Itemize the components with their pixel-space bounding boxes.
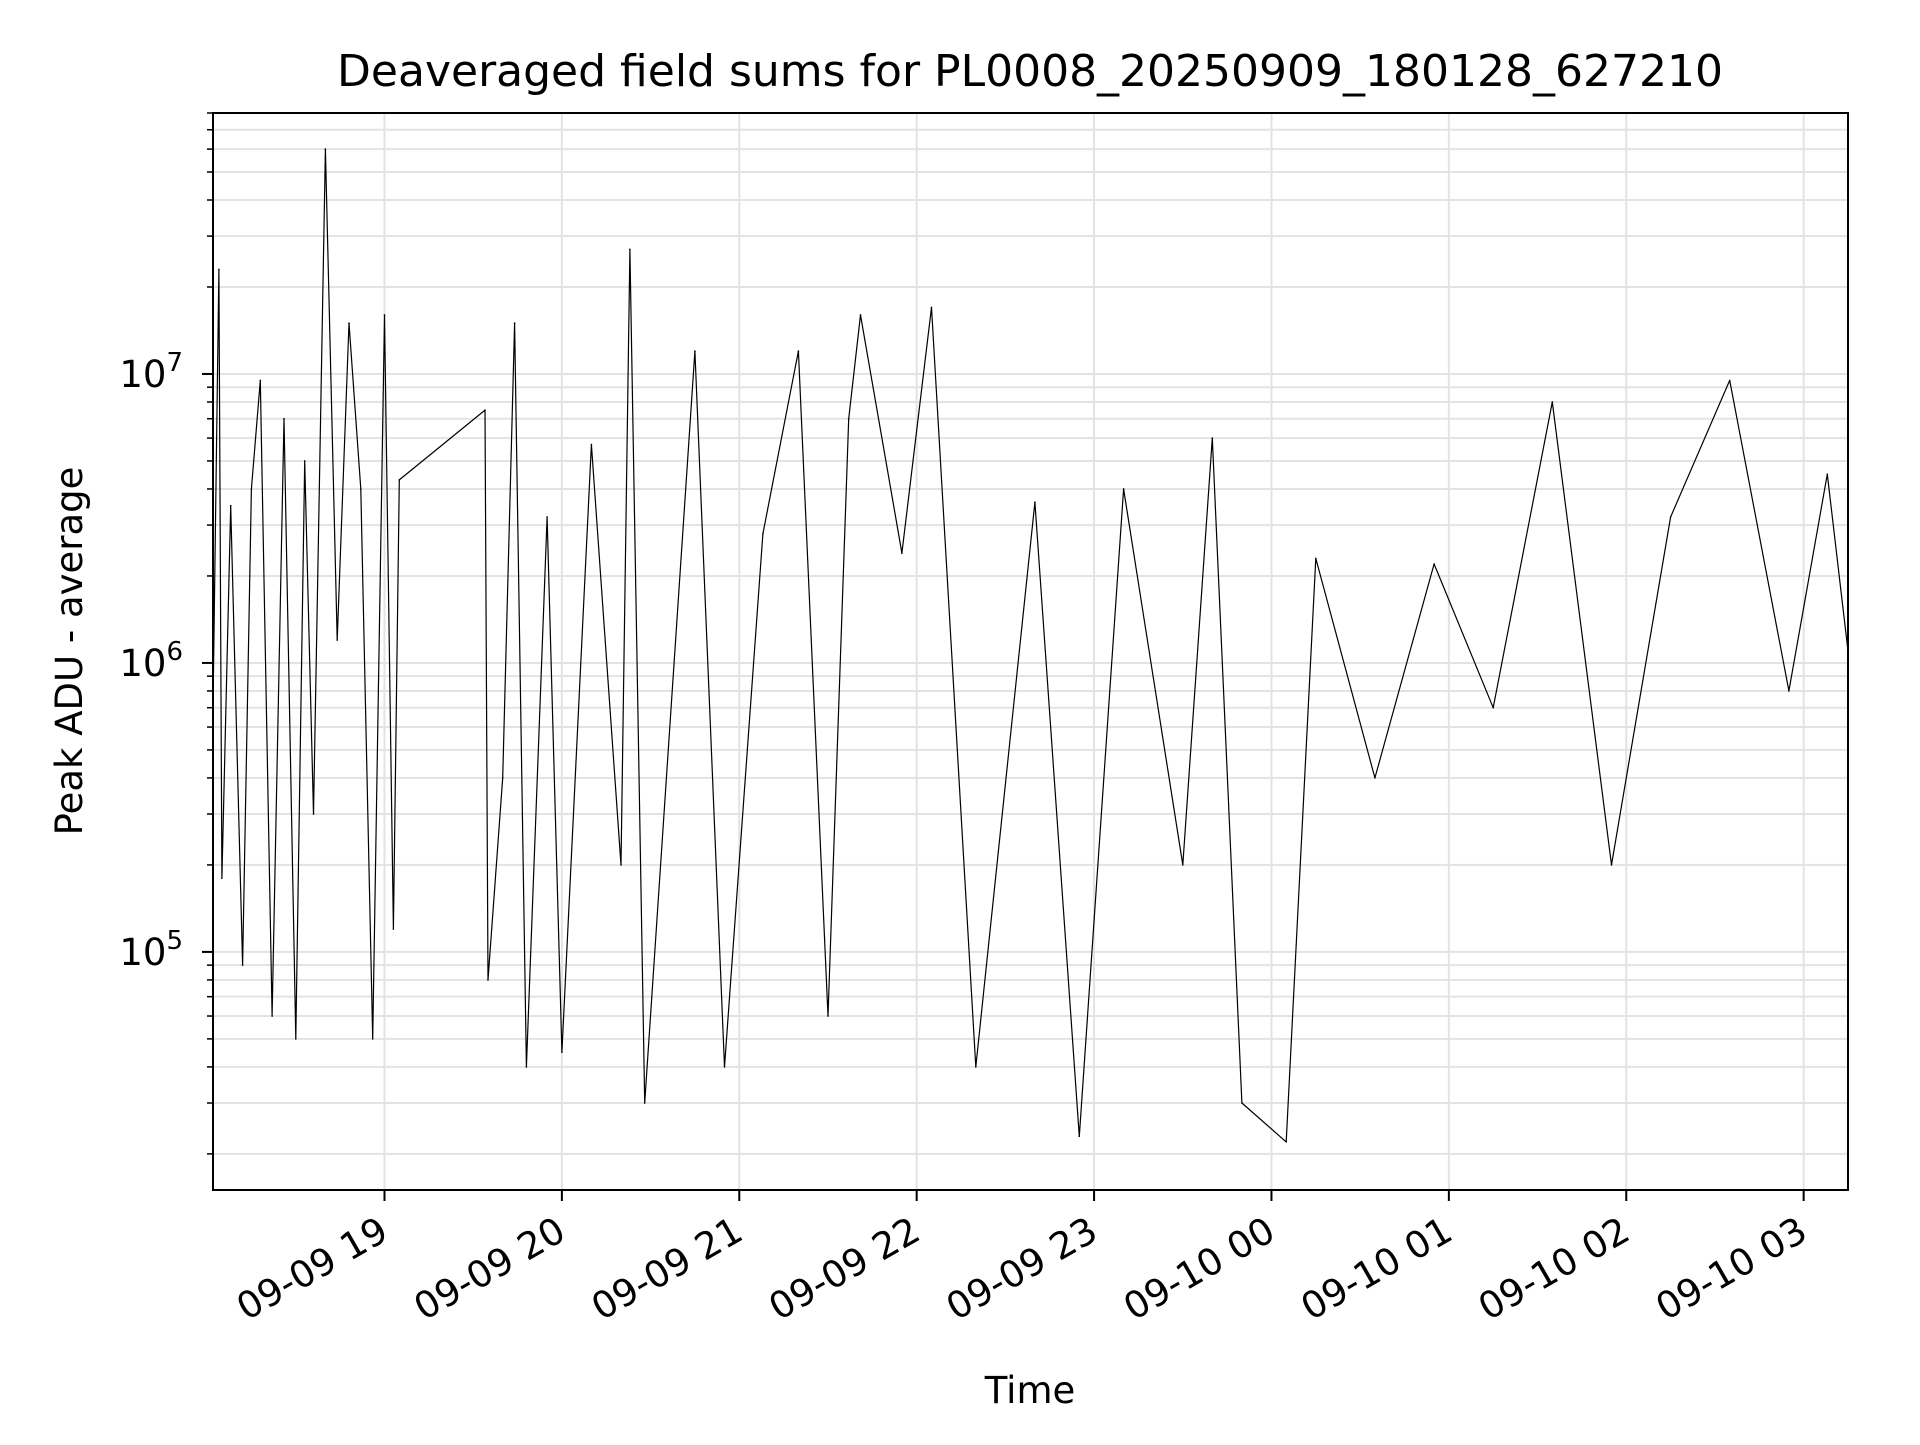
data-point (487, 979, 489, 981)
data-point (762, 532, 764, 535)
data-point (975, 1066, 977, 1068)
data-point (1315, 557, 1317, 560)
data-point (383, 314, 386, 316)
data-point (336, 639, 338, 641)
grid (213, 112, 1848, 1190)
data-point (629, 248, 631, 251)
data-point (1492, 706, 1495, 709)
data-point (1433, 563, 1435, 565)
y-tick-label: 106 (119, 637, 183, 685)
data-point (392, 928, 395, 930)
data-point (1181, 864, 1184, 866)
x-axis-label: Time (984, 1369, 1076, 1412)
data-point (1374, 777, 1376, 779)
data-point (1211, 437, 1214, 439)
data-point (1728, 379, 1731, 382)
data-point (1610, 864, 1613, 866)
data-point (221, 877, 223, 879)
data-point (294, 1038, 297, 1040)
data-point (1034, 501, 1036, 503)
data-point (859, 314, 862, 316)
data-point (546, 516, 548, 518)
y-tick-label: 105 (119, 926, 183, 974)
data-point (229, 504, 232, 507)
data-point (901, 552, 903, 554)
data-point (312, 813, 315, 815)
chart-title: Deaveraged field sums for PL0008_2025090… (337, 46, 1723, 97)
data-point (371, 1038, 374, 1040)
y-axis-label: Peak ADU - average (48, 467, 91, 836)
data-point (360, 488, 362, 490)
data-point (723, 1066, 726, 1068)
data-point (283, 417, 285, 420)
data-point (398, 479, 401, 481)
data-point (259, 379, 262, 382)
data-point (590, 443, 593, 446)
data-point (271, 1015, 273, 1017)
data-point (525, 1066, 528, 1068)
data-point (930, 306, 933, 309)
data-point (1826, 473, 1829, 475)
data-point (827, 1015, 829, 1017)
data-point (484, 409, 486, 411)
data-point (1122, 488, 1125, 490)
data-point (797, 350, 800, 352)
data-point (694, 350, 696, 352)
data-point (1285, 1141, 1288, 1143)
data-point (241, 964, 244, 966)
y-tick-label: 107 (119, 348, 183, 396)
data-point (561, 1051, 563, 1053)
data-point (218, 268, 220, 271)
data-point (303, 460, 306, 462)
data-point (1078, 1135, 1081, 1138)
data-point (1241, 1102, 1243, 1104)
data-point (620, 864, 622, 866)
data-point (643, 1102, 646, 1104)
data-point (501, 777, 504, 779)
data-point (1551, 401, 1554, 403)
data-point (513, 322, 516, 324)
data-point (1669, 516, 1672, 518)
data-point (324, 148, 327, 150)
plot-frame (212, 112, 1849, 1191)
data-point (250, 488, 253, 490)
data-point (847, 417, 850, 420)
data-point (348, 322, 350, 324)
data-point (1788, 690, 1790, 692)
